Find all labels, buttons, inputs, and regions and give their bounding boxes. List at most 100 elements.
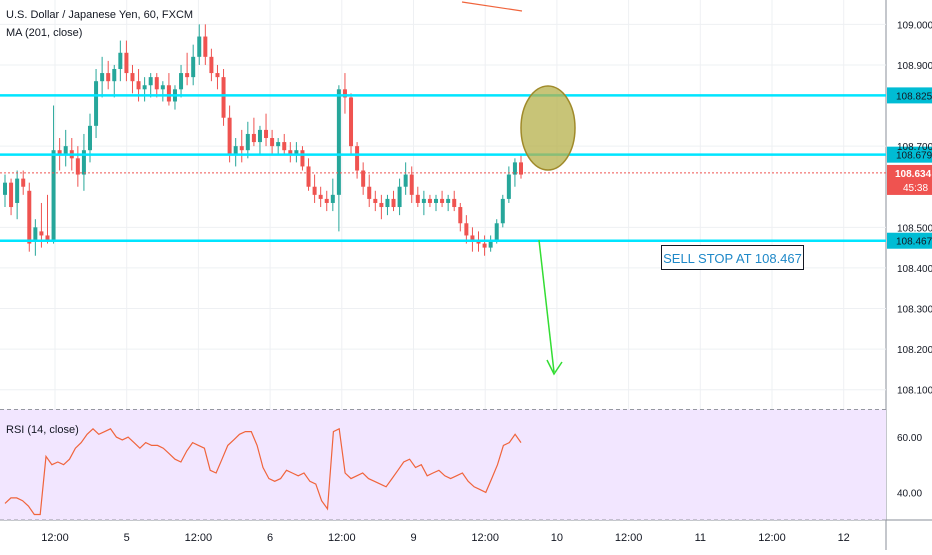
candle-body [160,85,165,90]
y-tick-label: 108.200 [897,345,932,356]
x-tick-label: 12:00 [615,532,643,544]
x-tick-label: 12:00 [41,532,69,544]
horizontal-levels[interactable]: 108.825 108.679 108.467 108.634 45:38 [0,87,932,249]
down-arrow-shaft[interactable] [538,239,555,373]
x-tick-label: 12:00 [328,532,356,544]
x-tick-label: 5 [124,532,130,544]
candle-body [45,235,50,240]
candle-body [215,73,220,78]
candle-body [421,198,426,203]
candle-body [94,81,99,126]
candle-body [385,198,390,208]
candle-body [185,73,190,78]
candle-body [367,186,372,199]
y-tick-label: 108.900 [897,61,932,72]
target-ellipse[interactable] [520,85,576,171]
candle-body [397,186,402,208]
candle-body [81,150,86,175]
axes: 12:00 5 12:00 6 12:00 9 12:00 10 12:00 11 12:00 12 1… [41,20,932,544]
candle-body [239,146,244,151]
candle-body [203,36,208,57]
candle-body [282,142,287,151]
candle-body [494,223,499,240]
candle-body [330,194,335,203]
candle-body [118,52,123,70]
candle-body [318,194,323,199]
candle-body [264,129,269,139]
candle-body [306,166,311,187]
main-legend: U.S. Dollar / Japanese Yen, 60, FXCM MA … [6,6,193,42]
x-tick-label: 10 [551,532,563,544]
y-tick-label: 108.100 [897,386,932,397]
ma-indicator-label: MA (201, close) [6,27,83,39]
x-tick-label: 12:00 [758,532,786,544]
level-badge-text: 108.467 [896,237,932,248]
countdown-text: 45:38 [903,183,928,194]
y-tick-label: 108.300 [897,305,932,316]
candle-body [464,223,469,236]
x-tick-label: 11 [695,532,706,544]
candle-body [379,202,384,208]
candle-body [270,138,275,147]
candle-body [324,198,329,203]
sell-stop-note[interactable]: SELL STOP AT 108.467 [661,245,804,270]
candle-body [482,243,487,248]
candle-body [3,182,7,195]
candle-body [506,174,511,199]
candle-body [221,77,226,118]
x-tick-label: 12 [838,532,850,544]
candle-body [33,227,38,240]
candle-body [519,162,523,175]
candle-body [440,198,445,203]
level-badge [887,87,932,104]
candle-body [57,150,62,155]
rsi-y-tick-label: 40.00 [897,488,922,499]
y-tick-label: 108.400 [897,264,932,275]
candle-body [154,77,159,90]
candle-body [349,97,354,147]
level-badge-text: 108.679 [896,151,932,162]
down-arrow-head [546,359,563,376]
candle-body [257,129,262,143]
current-price-badge [887,164,932,195]
candle-body [409,174,414,195]
candle-body [403,174,408,187]
candle-body [276,142,281,147]
candle-body [191,56,196,78]
drawings[interactable] [461,1,576,376]
x-tick-label: 6 [267,532,273,544]
candle-body [355,146,360,171]
candle-body [179,73,184,90]
candle-body [288,150,293,155]
candle-body [512,162,517,175]
rsi-band [0,409,886,520]
candle-body [294,150,299,155]
candle-body [434,198,439,203]
rsi-line [4,427,522,516]
x-tick-label: 9 [410,532,416,544]
y-tick-label: 108.700 [897,142,932,153]
candle-body [142,85,147,90]
candle-body [148,77,153,86]
rsi-legend: RSI (14, close) [6,424,79,436]
candle-body [51,150,56,240]
candle-body [63,146,68,155]
candle-body [251,133,256,143]
candle-body [458,207,463,224]
candle-body [136,81,141,90]
candle-body [391,198,396,208]
candle-body [361,170,366,187]
candle-body [342,89,347,98]
level-badge [887,146,932,163]
candle-body [9,182,14,208]
candle-body [427,198,432,203]
candle-body [112,69,117,82]
candle-body [100,73,105,82]
rsi-y-tick-label: 60.00 [897,433,922,444]
candle-body [488,239,493,248]
candle-body [500,198,505,224]
level-badge-text: 108.825 [896,91,932,102]
candle-body [415,194,420,203]
ma-line-segment [461,1,523,12]
